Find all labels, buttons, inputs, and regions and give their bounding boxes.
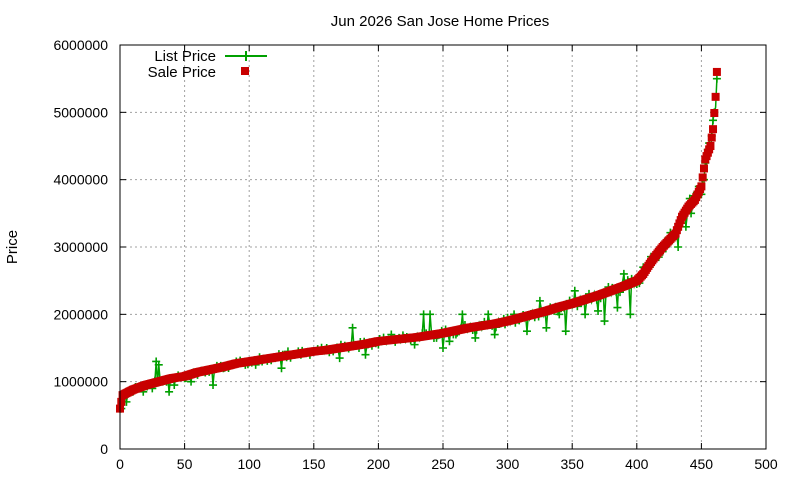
data-point-list-price (542, 323, 551, 332)
chart-title: Jun 2026 San Jose Home Prices (331, 13, 549, 30)
x-tick-label: 0 (116, 456, 124, 472)
data-point-list-price (594, 306, 603, 315)
data-point-list-price (277, 364, 286, 373)
x-tick-label: 450 (690, 456, 714, 472)
legend-label-sale-price: Sale Price (148, 64, 216, 81)
x-tick-label: 50 (177, 456, 193, 472)
data-point-list-price (522, 327, 531, 336)
y-axis-label: Price (4, 230, 21, 264)
x-tick-label: 400 (625, 456, 649, 472)
y-tick-label: 3000000 (53, 239, 108, 255)
data-point-list-price (712, 74, 721, 83)
data-point-sale-price (710, 109, 719, 118)
x-tick-label: 250 (431, 456, 455, 472)
legend-marker-list-price (241, 51, 251, 61)
data-point-sale-price (699, 164, 708, 173)
x-tick-label: 300 (496, 456, 520, 472)
data-point-sale-price (698, 173, 707, 182)
legend-marker-sale-price (241, 67, 249, 75)
x-tick-label: 500 (754, 456, 778, 472)
data-point-list-price (335, 354, 344, 363)
data-point-sale-price (707, 133, 716, 142)
y-tick-label: 6000000 (53, 37, 108, 53)
data-point-list-price (626, 310, 635, 319)
data-point-list-price (361, 350, 370, 359)
data-point-list-price (410, 340, 419, 349)
data-point-sale-price (711, 92, 720, 101)
data-point-list-price (674, 243, 683, 251)
data-point-sale-price (709, 125, 718, 134)
data-point-list-price (613, 303, 622, 312)
plot-area (116, 67, 721, 413)
grid (120, 45, 766, 449)
data-point-list-price (619, 269, 628, 278)
x-tick-label: 100 (238, 456, 262, 472)
data-point-list-price (154, 360, 163, 369)
data-point-list-price (600, 317, 609, 326)
data-point-list-price (490, 330, 499, 339)
data-point-list-price (458, 310, 467, 319)
legend: List Price Sale Price (148, 48, 267, 81)
y-tick-label: 5000000 (53, 104, 108, 120)
data-point-list-price (348, 323, 357, 332)
data-point-list-price (561, 327, 570, 336)
data-point-list-price (535, 296, 544, 305)
x-tick-label: 350 (561, 456, 585, 472)
data-point-list-price (709, 116, 718, 125)
data-point-list-price (581, 310, 590, 319)
data-point-list-price (471, 333, 480, 342)
data-point-list-price (439, 344, 447, 352)
legend-label-list-price: List Price (154, 48, 216, 65)
data-point-sale-price (697, 182, 706, 191)
data-point-list-price (445, 337, 454, 346)
y-tick-label: 0 (100, 441, 108, 457)
data-point-list-price (209, 381, 218, 390)
data-point-sale-price (706, 142, 715, 150)
axes: 0 50 100 150 200 250 300 350 400 450 500 0 1000000 20… (53, 37, 777, 472)
y-tick-label: 2000000 (53, 306, 108, 322)
x-tick-label: 150 (302, 456, 326, 472)
y-tick-label: 4000000 (53, 172, 108, 188)
data-point-sale-price (712, 67, 721, 76)
data-point-sale-price (117, 397, 126, 406)
x-tick-label: 200 (367, 456, 391, 472)
data-point-list-price (165, 387, 174, 396)
data-point-list-price (484, 310, 493, 319)
data-point-list-price (570, 286, 579, 295)
data-point-list-price (426, 310, 435, 319)
y-tick-label: 1000000 (53, 374, 108, 390)
